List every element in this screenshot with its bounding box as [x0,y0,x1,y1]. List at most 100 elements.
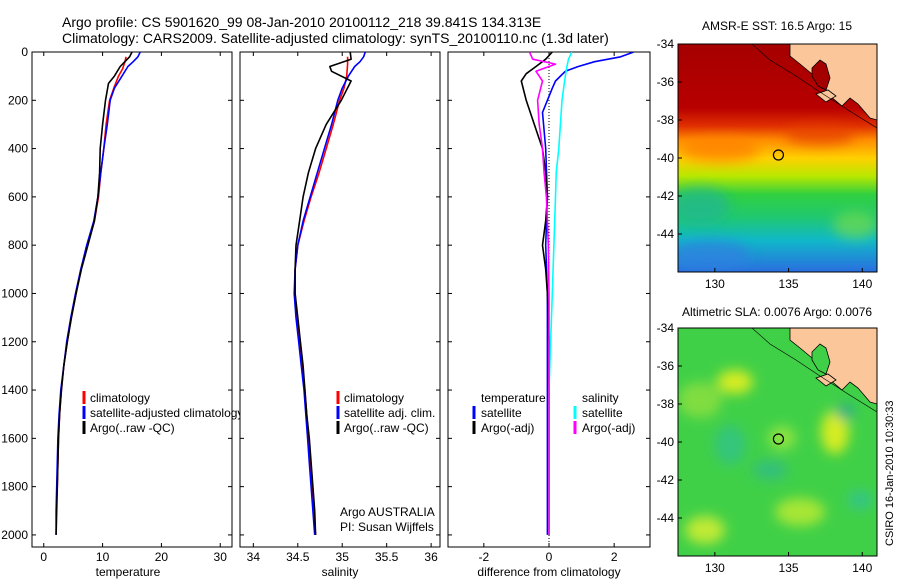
sst-warm-blob [680,138,760,162]
sst-gulf [811,59,831,91]
legend-label-temp-argo: Argo(-adj) [481,421,534,435]
map-y-tick-label: -42 [657,189,675,203]
annotation-pi: PI: Susan Wijffels [340,520,434,534]
sla-anomaly [685,516,725,544]
salinity-x-axis: 34 34.5 35 35.5 36 [247,52,438,564]
depth-tick-label: 1600 [1,431,28,445]
x-tick-label: 34.5 [286,550,310,564]
x-tick-label: 36 [424,550,438,564]
series-line-argo-raw-qc [294,52,352,535]
sst-shelf-line [751,44,877,129]
map-y-tick-label: -38 [657,113,675,127]
depth-tick-label: 1800 [1,480,28,494]
sla-anomaly [835,404,855,420]
legend-label-satellite: satellite-adjusted climatology [90,406,243,420]
sla-argo-marker [772,433,785,445]
sst-argo-marker [772,149,785,161]
map-x-tick-label: 135 [779,277,799,291]
map-y-tick-label: -36 [657,359,675,373]
sla-anomaly [678,382,722,418]
legend-label-satellite: satellite adj. clim. [344,406,435,420]
series-line-argo-raw-qc [55,52,133,535]
temperature-plot-frame [31,51,233,548]
salinity-lines [293,52,367,535]
x-tick-label: 35.5 [375,550,399,564]
legend-label-sal-argo: Argo(-adj) [582,421,635,435]
depth-tick-label: 400 [8,142,28,156]
depth-tick-label: 1000 [1,286,28,300]
sla-shelf-line [751,328,877,413]
sla-anomaly [768,426,796,450]
annotation-argo-australia: Argo AUSTRALIA [340,505,435,519]
figure-title-line1: Argo profile: CS 5901620_99 08-Jan-2010 … [62,14,541,30]
map-y-tick-label: -34 [657,321,675,335]
legend-label-sal-satellite: satellite [582,406,623,420]
x-tick-label: 0 [546,550,553,564]
salinity-legend: climatology satellite adj. clim. Argo(..… [336,391,435,435]
map-x-tick-label: 130 [705,561,725,575]
difference-lines [520,52,634,535]
sla-gulf [811,343,831,375]
map-y-tick-label: -36 [657,75,675,89]
difference-xlabel: difference from climatology [477,565,620,579]
depth-tick-label: 1200 [1,335,28,349]
depth-tick-label: 200 [8,93,28,107]
temperature-panel: 0 200 400 600 800 1000 1200 1400 1600 1800 2000 0 1… [1,45,243,579]
temperature-lines [55,52,141,535]
depth-tick-label: 1400 [1,383,28,397]
sla-anomaly [717,370,753,394]
sla-anomaly [848,490,872,510]
salinity-xlabel: salinity [322,565,359,579]
sst-cool-blob [678,240,750,270]
salinity-depth-ticks [240,51,440,536]
sla-anomaly [714,425,746,465]
salinity-panel: 34 34.5 35 35.5 36 salinity climatology sate… [239,51,441,579]
sst-map-title: AMSR-E SST: 16.5 Argo: 15 [702,19,852,33]
legend-label-argo: Argo(..raw -QC) [90,421,175,435]
map-y-tick-label: -40 [657,151,675,165]
legend-heading-salinity: salinity [582,391,619,405]
sst-map-blobs [678,125,877,270]
difference-depth-ticks [448,51,650,536]
sla-map-axes: 130 135 140 -34 -36 -38 -40 -42 -44 [657,321,873,575]
sst-green-blob [678,187,730,223]
sla-map-blobs [678,370,872,544]
map-y-tick-label: -40 [657,435,675,449]
map-y-tick-label: -42 [657,473,675,487]
sst-green-blob [833,211,877,239]
x-tick-label: -2 [479,550,490,564]
map-y-tick-label: -38 [657,397,675,411]
sst-map-field [678,44,877,272]
figure-title-line2: Climatology: CARS2009. Satellite-adjuste… [62,30,609,46]
legend-label-argo: Argo(..raw -QC) [344,421,429,435]
x-tick-label: 2 [611,550,618,564]
sst-map-panel: AMSR-E SST: 16.5 Argo: 15 130 135 140 -34 -3… [657,19,878,291]
temperature-legend: climatology satellite-adjusted climatolo… [82,391,243,435]
map-x-tick-label: 140 [852,277,872,291]
map-x-tick-label: 135 [779,561,799,575]
series-line-temperature-satellite [541,52,634,535]
x-tick-label: 0 [40,550,47,564]
map-y-tick-label: -34 [657,37,675,51]
difference-x-axis: -2 0 2 [479,52,618,564]
depth-tick-label: 800 [8,238,28,252]
sla-map-field [678,328,877,556]
depth-tick-label: 2000 [1,528,28,542]
legend-label-climatology: climatology [90,391,150,405]
map-x-tick-label: 140 [852,561,872,575]
map-y-tick-label: -44 [657,511,675,525]
legend-heading-temperature: temperature [481,391,546,405]
difference-panel: -2 0 2 difference from climatology tempera… [447,51,651,579]
salinity-plot-frame [239,51,441,548]
sst-warm-blob [785,125,855,145]
x-tick-label: 35 [336,550,350,564]
csiro-timestamp: CSIRO 16-Jan-2010 10:30:33 [884,400,896,546]
map-y-tick-label: -44 [657,227,675,241]
depth-tick-label: 0 [21,45,28,59]
series-line-satellite-adj-clim [293,52,367,535]
sla-anomaly [775,498,825,526]
sla-map-title: Altimetric SLA: 0.0076 Argo: 0.0076 [682,305,872,319]
temperature-x-axis: 0 10 20 30 [40,52,227,564]
temperature-depth-axis: 0 200 400 600 800 1000 1200 1400 1600 1800 2000 [1,45,232,542]
x-tick-label: 20 [155,550,169,564]
